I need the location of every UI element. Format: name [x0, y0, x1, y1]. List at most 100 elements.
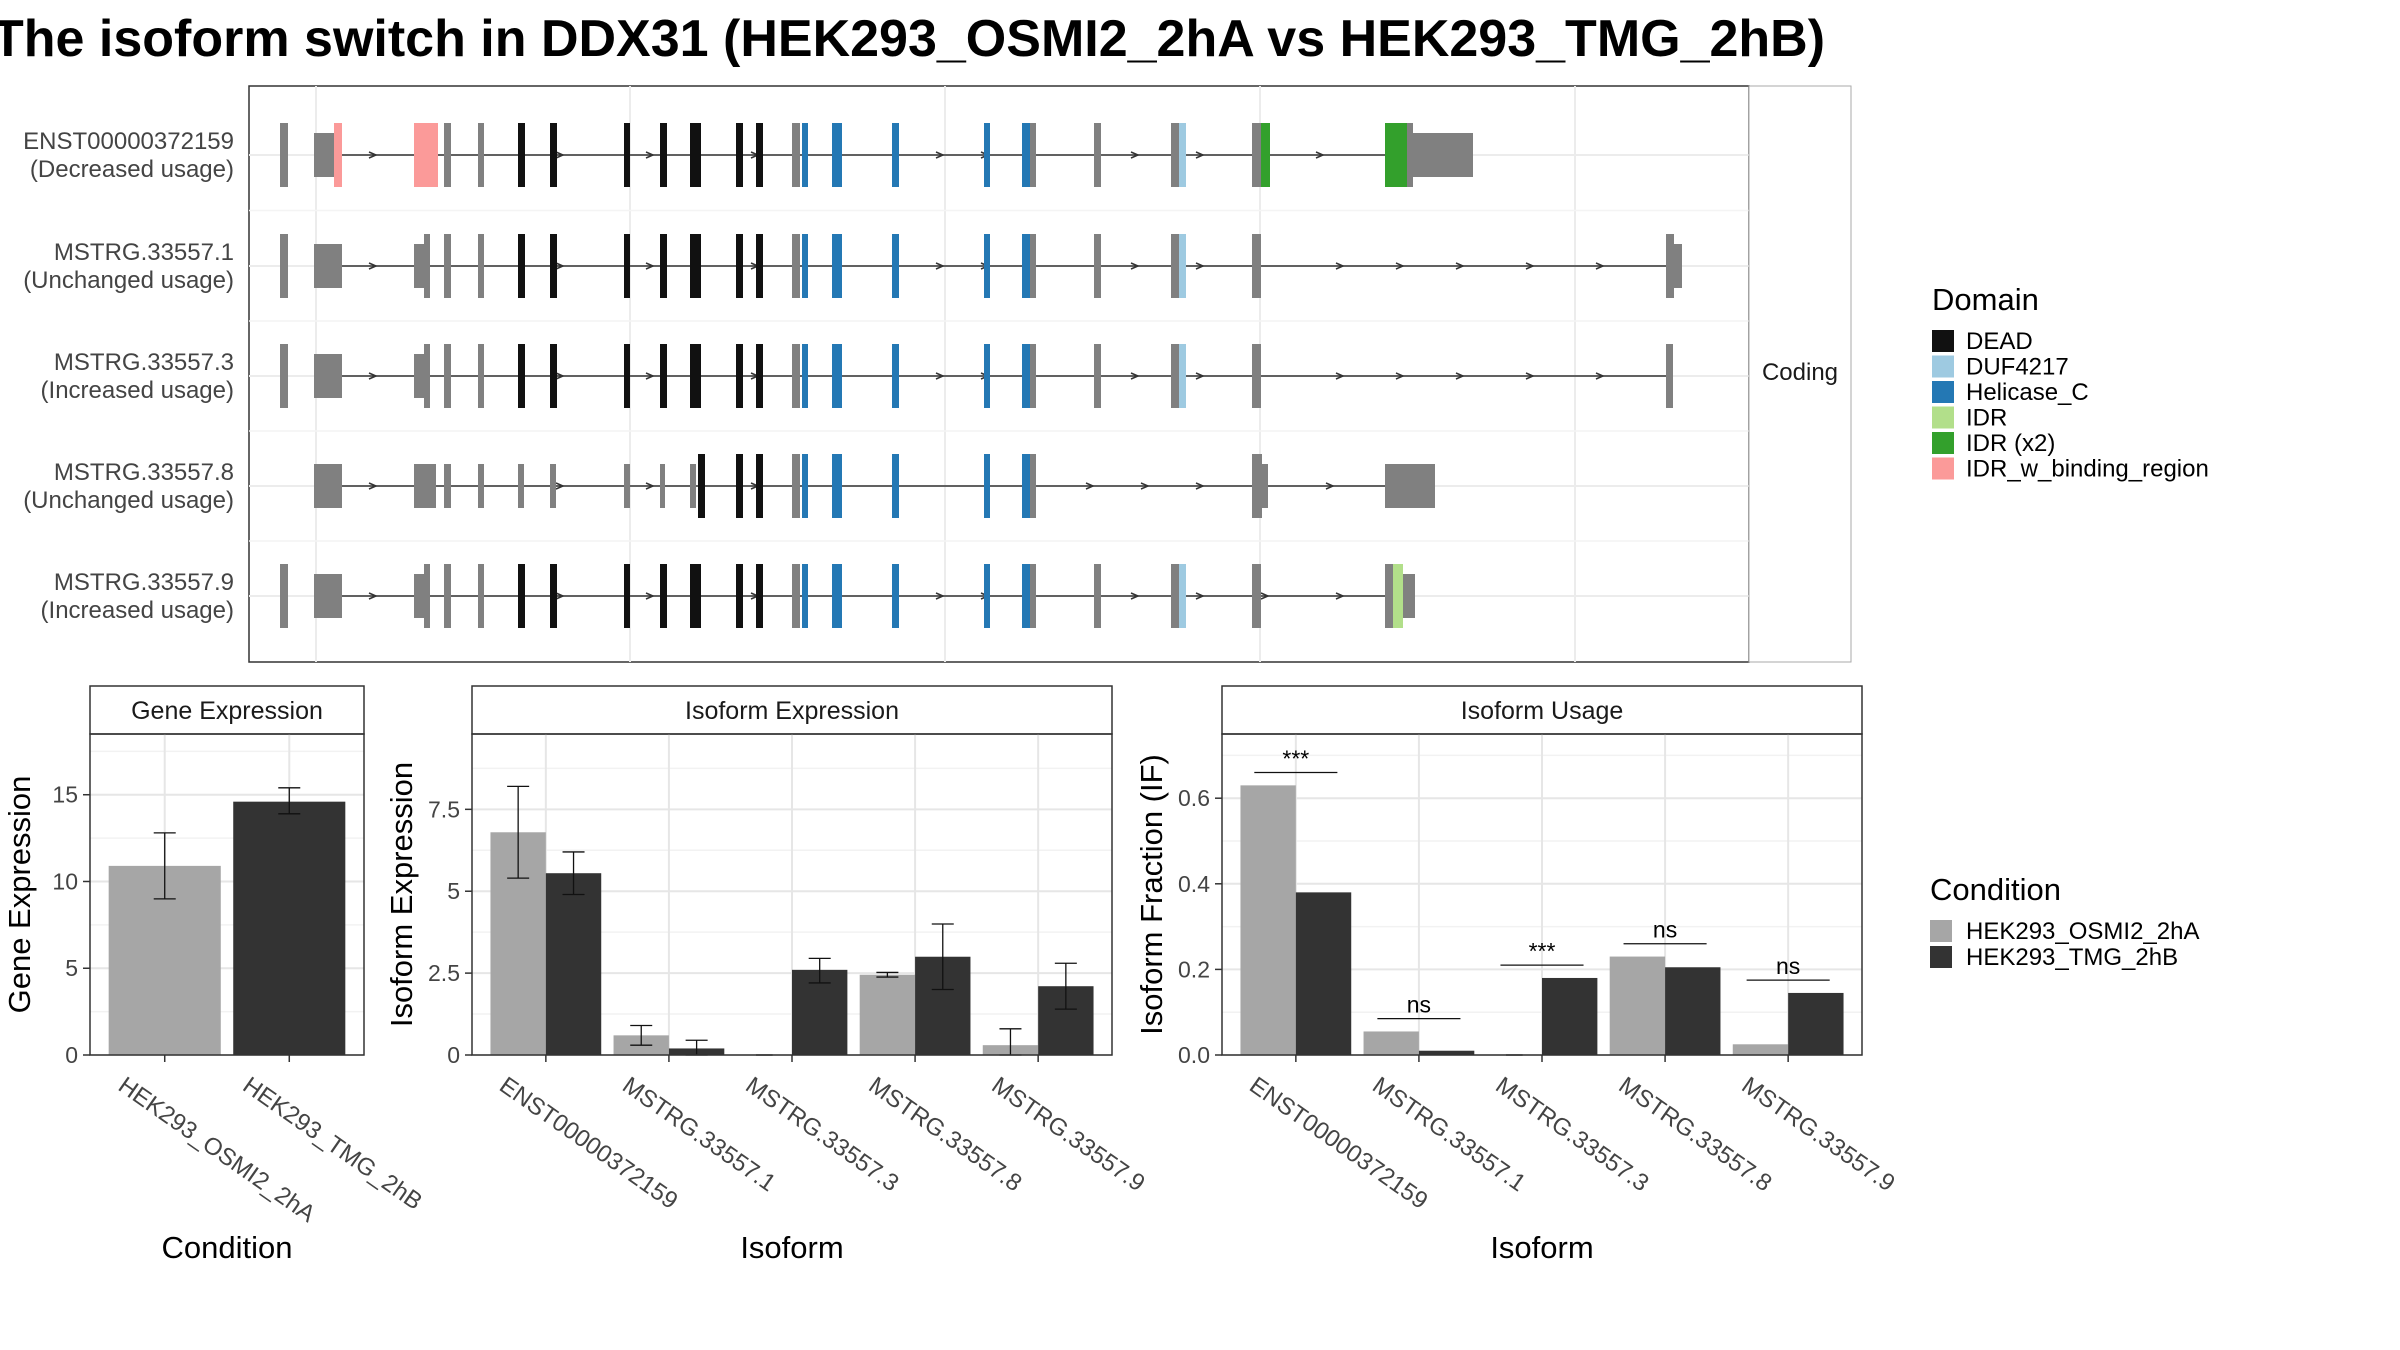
utr3-exon-0-0	[1413, 133, 1473, 177]
intron-line-3-arrow-0	[368, 482, 378, 490]
exon-3-13	[832, 454, 842, 518]
extra-exon-0-5	[1407, 123, 1413, 187]
domain-legend-swatch-3	[1932, 406, 1954, 429]
exon-4-7	[660, 564, 667, 628]
exon-0-13	[832, 123, 842, 187]
intron-line-2-arrow-1	[555, 372, 565, 380]
condition-legend-title: Condition	[1930, 872, 2061, 907]
intron-line-1-arrow-9	[1335, 262, 1345, 270]
exon-4-14	[892, 564, 899, 628]
transcript-label-id: MSTRG.33557.9	[54, 569, 234, 596]
condition-legend-swatch-0	[1930, 920, 1952, 942]
intron-line-1-arrow-10	[1395, 262, 1405, 270]
y-tick-label-3: 15	[52, 782, 78, 808]
exon-0-7	[660, 123, 667, 187]
exon-4-21	[1252, 564, 1261, 628]
domain-legend-swatch-2	[1932, 381, 1954, 403]
intron-line-1-arrow-11	[1455, 262, 1465, 270]
exon-1-14	[892, 234, 899, 298]
panel-title: Gene Expression	[131, 697, 323, 725]
exon-4-9	[736, 564, 743, 628]
extra-exon-1-1	[424, 234, 430, 298]
intron-line-3-arrow-7	[1325, 482, 1335, 490]
transcript-label-usage: (Unchanged usage)	[23, 487, 234, 514]
x-axis-title: Condition	[162, 1230, 293, 1265]
exon-0-2	[444, 123, 451, 187]
exon-3-18	[1252, 454, 1262, 518]
domain-legend-swatch-1	[1932, 355, 1954, 378]
exon-2-3	[478, 344, 484, 408]
intron-line-4-arrow-10	[1335, 592, 1345, 600]
intron-line-4-arrow-0	[368, 592, 378, 600]
bar-HEK293_TMG_2hB	[233, 801, 346, 1055]
transcript-label-id: MSTRG.33557.8	[54, 459, 234, 486]
y-tick-label-1: 2.5	[428, 960, 460, 986]
x-tick-label-0: HEK293_OSMI2_2hA	[113, 1072, 320, 1228]
y-tick-label-3: 7.5	[428, 796, 460, 822]
exon-0-17	[1030, 123, 1036, 187]
domain-legend-label-1: DUF4217	[1966, 354, 2069, 381]
intron-line-4-arrow-4	[935, 592, 945, 600]
exon-3-8	[698, 454, 705, 518]
exon-2-6	[624, 344, 630, 408]
structure-panel-border	[248, 85, 1750, 663]
intron-line-1-arrow-12	[1525, 262, 1535, 270]
exon-2-11	[792, 344, 800, 408]
condition-legend-label-1: HEK293_TMG_2hB	[1966, 944, 2178, 971]
transcript-tracks	[280, 123, 1682, 628]
exon-0-14	[892, 123, 899, 187]
bar-HEK293_TMG_2hB-MSTRG.33557.9	[1788, 992, 1844, 1055]
intron-line-2-arrow-8	[1195, 372, 1205, 380]
extra-exon-4-1	[424, 564, 430, 628]
y-tick-label-2: 5	[447, 878, 460, 904]
y-tick-label-2: 10	[52, 868, 78, 894]
intron-line-0-arrow-0	[368, 151, 378, 159]
sig-label-1: ns	[1407, 992, 1431, 1018]
intron-line-2-arrow-0	[368, 372, 378, 380]
exon-1-6	[624, 234, 630, 298]
exon-1-2	[444, 234, 451, 298]
exon-1-4	[518, 234, 525, 298]
exon-4-18	[1094, 564, 1101, 628]
facet-label-coding: Coding	[1762, 359, 1838, 386]
transcript-track-MSTRG.33557.3	[280, 344, 1673, 408]
intron-line-3-arrow-1	[555, 482, 565, 490]
intron-line-2-arrow-12	[1525, 372, 1535, 380]
bar-HEK293_OSMI2_2hA-ENST00000372159	[1240, 785, 1296, 1055]
exon-0-6	[624, 123, 630, 187]
bar-HEK293_OSMI2_2hA-MSTRG.33557.8	[1609, 956, 1666, 1055]
utr3-exon-1-1	[1674, 244, 1682, 288]
intron-line-2-arrow-13	[1595, 372, 1605, 380]
exon-4-16	[1022, 564, 1030, 628]
exon-2-10	[756, 344, 763, 408]
exon-1-18	[1094, 234, 1101, 298]
extra-exon-0-0	[334, 123, 342, 187]
intron-line-4-arrow-1	[555, 592, 565, 600]
transcript-label-id: MSTRG.33557.3	[54, 349, 234, 376]
exon-3-19	[1262, 464, 1268, 508]
exon-2-0	[280, 344, 288, 408]
exon-2-8	[690, 344, 701, 408]
exon-4-20	[1179, 564, 1186, 628]
exon-4-12	[802, 564, 808, 628]
transcript-label-usage: (Increased usage)	[41, 597, 234, 624]
exon-2-14	[892, 344, 899, 408]
exon-3-11	[792, 454, 800, 518]
exon-0-0	[280, 123, 288, 187]
exon-4-17	[1030, 564, 1036, 628]
intron-line-0-arrow-8	[1195, 151, 1205, 159]
bar-HEK293_TMG_2hB-ENST00000372159	[545, 873, 602, 1055]
exon-2-21	[1252, 344, 1261, 408]
exon-3-6	[660, 464, 665, 508]
exon-4-2	[444, 564, 451, 628]
intron-line-0-arrow-7	[1130, 151, 1140, 159]
exon-3-4	[550, 464, 556, 508]
exon-3-10	[756, 454, 763, 518]
exon-1-0	[280, 234, 288, 298]
intron-line-1-arrow-7	[1130, 262, 1140, 270]
intron-line-2-arrow-4	[935, 372, 945, 380]
utr3-exon-1-0	[1666, 234, 1674, 298]
utr5-exon-0-0	[314, 133, 334, 177]
domain-legend-label-4: IDR (x2)	[1966, 430, 2055, 457]
